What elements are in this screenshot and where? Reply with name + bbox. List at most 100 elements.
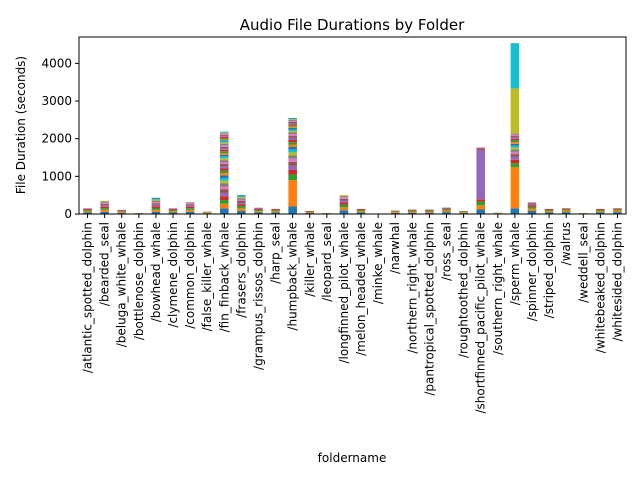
bar-segment: [510, 159, 520, 164]
x-tick-label: /common_dolphin: [183, 222, 197, 329]
bar-segment: [288, 129, 297, 131]
bar-segment: [596, 212, 605, 214]
bar-segment: [288, 180, 297, 207]
y-tick-label: 1000: [41, 169, 72, 183]
bar-segment: [100, 209, 109, 212]
bar-segment: [237, 199, 246, 202]
bar-segment: [220, 183, 229, 187]
bar-segment: [408, 211, 417, 213]
bar-segment: [83, 209, 92, 211]
bar-segment: [202, 212, 212, 213]
bar-segment: [237, 208, 246, 211]
x-tick-label: /minke_whale: [371, 222, 385, 304]
bar-segment: [339, 198, 349, 201]
bar-segment: [220, 148, 229, 150]
bar-segment: [151, 203, 161, 205]
bar-segment: [288, 152, 297, 156]
x-tick-label: /melon_headed_whale: [354, 222, 368, 356]
bar-segment: [288, 126, 297, 128]
bar-segment: [117, 211, 127, 212]
bar-segment: [83, 211, 92, 213]
x-tick-label: /whitesided_dolphin: [610, 222, 624, 342]
x-tick-label: /narwhal: [388, 222, 402, 274]
bar-segment: [220, 133, 229, 134]
x-tick-label: /spinner_dolphin: [525, 222, 539, 321]
bar-segment: [237, 198, 246, 200]
bar-segment: [237, 195, 246, 196]
bar-segment: [100, 205, 109, 207]
x-axis: /atlantic_spotted_dolphin/bearded_seal/b…: [81, 214, 624, 414]
x-tick-label: /grampus_rissos_dolphin: [251, 222, 265, 370]
bar-segment: [168, 208, 178, 210]
bar-segment: [408, 209, 417, 211]
bar-segment: [220, 170, 229, 173]
bar-segment: [117, 212, 127, 214]
y-tick-label: 0: [64, 207, 72, 221]
bar-segment: [390, 212, 400, 214]
x-tick-label: /whitebeaked_dolphin: [593, 222, 607, 353]
bar-segment: [237, 201, 246, 203]
bar-segment: [220, 151, 229, 153]
bar-segment: [220, 132, 229, 134]
bar-segment: [339, 195, 349, 197]
bar-segment: [220, 136, 229, 138]
bar-segment: [151, 207, 161, 210]
bar-segment: [510, 137, 520, 139]
bar-segment: [288, 136, 297, 138]
bar-segment: [561, 210, 571, 213]
bar-segment: [561, 212, 571, 214]
x-tick-label: /ross_seal: [440, 222, 454, 281]
bar-segment: [544, 211, 554, 213]
x-tick-label: /frasers_dolphin: [234, 222, 248, 318]
bar-segment: [442, 212, 451, 214]
bar-segment: [151, 198, 161, 200]
bar-segment: [288, 119, 297, 121]
x-tick-label: /humpback_whale: [286, 222, 300, 331]
bar-segment: [527, 203, 537, 206]
bar-segment: [220, 196, 229, 201]
bar-segment: [613, 210, 622, 213]
bar-segment: [390, 210, 400, 212]
x-tick-label: /pantropical_spotted_dolphin: [422, 222, 436, 396]
bar-segment: [100, 208, 109, 210]
bar-segment: [220, 134, 229, 136]
bar-segment: [237, 204, 246, 207]
bar-segment: [288, 130, 297, 133]
bar-segment: [288, 149, 297, 153]
bar-segment: [220, 178, 229, 181]
bar-segment: [288, 174, 297, 181]
x-tick-label: /weddell_seal: [576, 222, 590, 303]
bar-segment: [356, 211, 366, 213]
bar-segment: [254, 210, 263, 212]
bar-segment: [288, 132, 297, 135]
bar-segment: [254, 207, 263, 209]
bar-segment: [288, 155, 297, 159]
x-tick-label: /roughtoothed_dolphin: [457, 222, 471, 358]
x-tick-label: /southern_right_whale: [491, 222, 505, 355]
bar-segment: [288, 121, 297, 124]
bar-segment: [151, 197, 161, 199]
bar-segment: [220, 135, 229, 137]
bar-segment: [220, 162, 229, 165]
bar-segment: [339, 202, 349, 205]
bar-segment: [237, 206, 246, 209]
bar-segment: [613, 212, 622, 214]
bar-segment: [220, 143, 229, 146]
bar-segment: [459, 212, 468, 214]
bar-segment: [185, 204, 195, 206]
chart-title: Audio File Durations by Folder: [240, 16, 465, 34]
bar-segment: [202, 212, 212, 214]
bar-segment: [237, 210, 246, 214]
bar-segment: [185, 209, 195, 212]
bar-segment: [220, 154, 229, 157]
x-tick-label: /longfinned_pilot_whale: [337, 222, 351, 364]
bar-segment: [220, 189, 229, 193]
bar-segment: [425, 209, 434, 211]
bar-segment: [220, 203, 229, 209]
bar-segment: [544, 209, 554, 211]
bar-segment: [220, 139, 229, 141]
bar-segment: [288, 206, 297, 214]
bar-segment: [220, 149, 229, 152]
bar-segment: [510, 136, 520, 138]
bar-segment: [408, 210, 417, 212]
